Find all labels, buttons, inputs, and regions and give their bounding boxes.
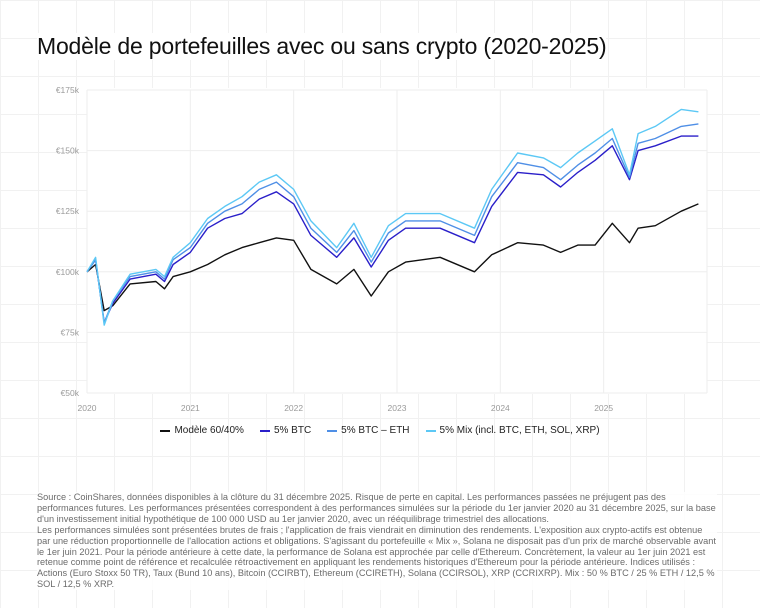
y-tick-label: €150k [56,146,80,156]
chart-title: Modèle de portefeuilles avec ou sans cry… [37,33,607,60]
x-tick-label: 2023 [388,403,407,413]
footnote-paragraph: Les performances simulées sont présentée… [37,524,716,590]
legend-item: 5% BTC – ETH [327,425,410,436]
legend-swatch [259,429,270,432]
y-tick-label: €50k [61,388,80,398]
x-tick-label: 2021 [181,403,200,413]
y-tick-label: €125k [56,206,80,216]
legend-label: Modèle 60/40% [174,425,244,436]
y-tick-label: €75k [61,327,80,337]
footnote-paragraph: Source : CoinShares, données disponibles… [37,492,716,524]
y-tick-label: €175k [56,85,80,95]
x-tick-label: 2022 [284,403,303,413]
footnote: Source : CoinShares, données disponibles… [37,492,717,591]
legend-label: 5% BTC – ETH [341,425,410,436]
legend-item: Modèle 60/40% [160,425,244,436]
x-tick-label: 2024 [491,403,510,413]
series-line [86,135,699,324]
x-tick-label: 2020 [78,403,97,413]
series-line [86,203,699,312]
series-line [86,108,699,326]
legend-swatch [327,429,338,432]
y-tick-label: €100k [56,267,80,277]
line-chart: €50k €75k €100k €125k €150k €175k 2020 2021 2022… [56,85,708,413]
legend-item: 5% BTC [259,425,312,436]
legend: Modèle 60/40% 5% BTC 5% BTC – ETH 5% Mix… [0,425,760,436]
series-line [86,123,699,324]
legend-swatch [425,429,436,432]
legend-item: 5% Mix (incl. BTC, ETH, SOL, XRP) [425,425,600,436]
legend-swatch [160,429,171,432]
legend-label: 5% Mix (incl. BTC, ETH, SOL, XRP) [439,425,600,436]
legend-label: 5% BTC [273,425,312,436]
x-tick-label: 2025 [594,403,613,413]
